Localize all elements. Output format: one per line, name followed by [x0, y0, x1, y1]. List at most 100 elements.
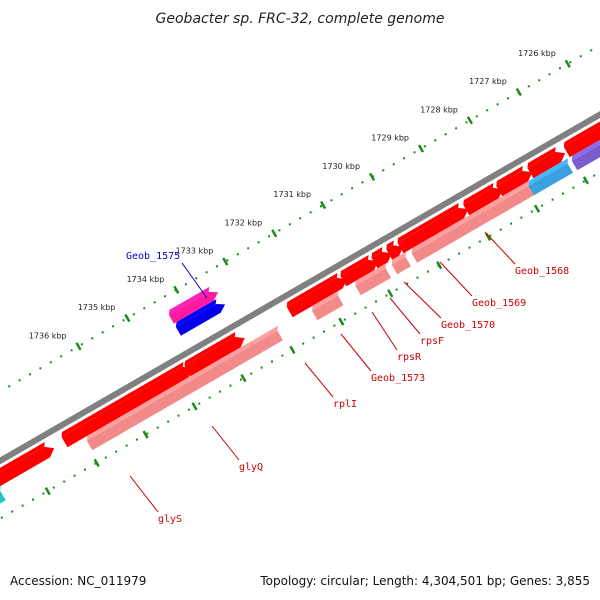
gene-labels: Geob_1568 Geob_1569 Geob_1570 rpsF rpsR Geob_… — [126, 251, 569, 525]
cyan-gene-track-bevel — [0, 485, 1, 491]
leader-line — [304, 362, 334, 398]
cyan-gene-track — [0, 490, 6, 504]
accession-text: Accession: NC_011979 — [10, 574, 147, 588]
ruler-dot — [507, 97, 509, 100]
inner-ruler-dot — [582, 180, 585, 183]
inner-ruler-dot — [572, 186, 575, 189]
reverse-gene-bevel — [312, 290, 339, 311]
forward-gene — [496, 170, 533, 197]
reverse-gene — [312, 295, 344, 321]
inner-ruler-dot — [187, 408, 190, 411]
ruler-major-tick — [75, 342, 82, 351]
inner-ruler-dot — [0, 516, 3, 519]
forward-gene — [397, 207, 469, 254]
inner-ruler-dot — [510, 222, 513, 225]
ruler-dot — [39, 367, 42, 370]
forward-gene — [463, 187, 503, 216]
inner-ruler-dot — [125, 444, 128, 447]
forward-gene — [0, 446, 55, 487]
gene-label: Geob_1568 — [515, 266, 569, 277]
inner-ruler-dot — [395, 288, 398, 291]
inner-ruler-dot — [343, 318, 346, 321]
inner-ruler-dot — [11, 510, 14, 513]
inner-ruler-dot — [135, 438, 138, 441]
inner-ruler-dot — [250, 372, 253, 375]
inner-ruler-dot — [63, 480, 66, 483]
tick-label: 1732 kbp — [224, 218, 262, 227]
ruler-dot — [268, 235, 270, 238]
leader-line — [211, 425, 240, 461]
inner-ruler-dot — [219, 390, 222, 393]
tick-label: 1729 kbp — [371, 134, 409, 143]
ruler-dot — [486, 109, 489, 112]
inner-ruler-dot — [208, 396, 211, 399]
leader-line — [484, 231, 516, 265]
ruler-dot — [434, 139, 437, 142]
inner-ruler-dot — [312, 336, 315, 339]
leader-line — [389, 297, 421, 335]
ruler-dot — [101, 331, 104, 334]
ruler-dot — [184, 283, 187, 286]
ruler-dot — [18, 379, 21, 382]
forward-gene — [527, 151, 566, 179]
inner-ruler-dot — [551, 198, 554, 201]
inner-ruler-dot — [541, 204, 544, 207]
leader-line — [439, 261, 473, 297]
gene-label: glyQ — [239, 462, 263, 473]
label-leaders — [129, 231, 516, 513]
ruler-major-tick — [271, 229, 278, 238]
ruler-dot — [195, 277, 198, 280]
forward-gene — [61, 366, 193, 448]
inner-ruler-dot — [167, 420, 170, 423]
ruler-dot — [132, 313, 135, 316]
ruler-dot — [392, 163, 395, 166]
ruler-dot — [361, 181, 364, 184]
inner-ruler-dot — [406, 282, 409, 285]
ruler-dot — [122, 319, 125, 322]
inner-ruler-tick — [93, 458, 100, 467]
ruler-major-tick — [515, 87, 522, 97]
ruler-dot — [340, 193, 343, 196]
forward-gene-bevel — [386, 240, 394, 250]
ruler-dot — [143, 307, 146, 310]
reverse-gene — [485, 184, 536, 221]
ruler-major-tick — [368, 172, 376, 181]
gene-label: Geob_1570 — [441, 320, 495, 331]
blue-gene-track-bevel — [528, 158, 569, 186]
leader-line — [371, 311, 398, 351]
genome-summary-text: Topology: circular; Length: 4,304,501 bp… — [260, 574, 590, 588]
tick-label: 1730 kbp — [322, 162, 360, 171]
tick-label: 1731 kbp — [273, 190, 311, 199]
tick-label: 1734 kbp — [127, 275, 165, 284]
gene-label: Geob_1573 — [371, 373, 425, 384]
reverse-gene-bevel — [391, 251, 407, 265]
ruler-dot — [309, 211, 312, 214]
ruler-dot — [444, 133, 447, 136]
ruler-dot — [590, 49, 593, 52]
inner-ruler-tick — [436, 260, 443, 270]
inner-ruler-dot — [375, 300, 377, 303]
tick-label: 1735 kbp — [78, 303, 116, 312]
reverse-gene — [355, 268, 392, 296]
ruler-major-tick — [124, 313, 131, 323]
ruler-dot — [527, 85, 530, 88]
forward-gene-bevel — [371, 247, 383, 258]
gene-tracks — [0, 121, 600, 504]
inner-ruler-tick — [387, 289, 394, 298]
leader-line — [129, 475, 159, 513]
ruler-major-tick — [320, 200, 327, 210]
tick-label: 1733 kbp — [176, 247, 214, 256]
inner-ruler-dot — [354, 312, 357, 315]
inner-ruler-dot — [458, 252, 461, 255]
forward-gene-bevel — [463, 183, 494, 205]
blue-gene-track — [528, 163, 573, 196]
tick-label: 1728 kbp — [420, 105, 458, 114]
ruler-dot — [538, 79, 541, 82]
leader-line — [181, 262, 208, 299]
reverse-gene-bevel — [182, 325, 278, 386]
backbone-line — [0, 111, 600, 465]
ruler-dot — [423, 145, 426, 148]
ruler-dot — [320, 205, 322, 208]
tick-label: 1727 kbp — [469, 77, 507, 86]
inner-ruler-tick — [142, 430, 149, 439]
